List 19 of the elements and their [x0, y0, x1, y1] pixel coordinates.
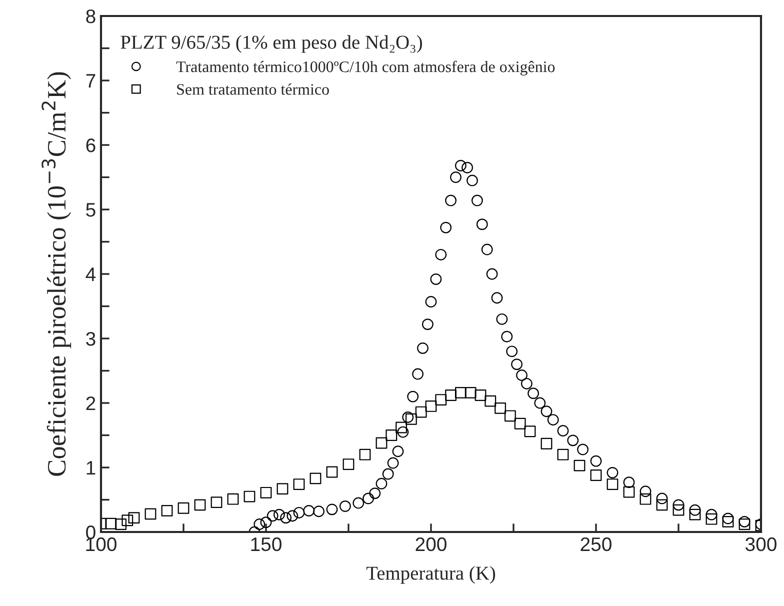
x-tick-label: 300	[746, 537, 776, 552]
y-tick-label: 2	[86, 396, 96, 410]
y-tick-label: 0	[86, 525, 96, 540]
y-tick-label: 8	[86, 9, 96, 24]
x-axis-title: Temperatura (K)	[366, 566, 496, 584]
y-tick-label: 5	[86, 203, 96, 217]
legend-title: PLZT 9/65/35 (1% em peso de Nd₂O₃)	[120, 35, 422, 53]
y-tick-label: 6	[86, 138, 96, 152]
y-tick-label: 1	[86, 461, 96, 475]
x-tick-label: 100	[86, 537, 116, 552]
y-tick-label: 3	[86, 332, 96, 346]
x-tick-label: 200	[416, 537, 446, 552]
y-tick-label: 7	[86, 74, 96, 88]
x-tick-label: 250	[580, 537, 612, 552]
x-tick-label: 150	[251, 537, 282, 552]
legend-label: Sem tratamento térmico	[177, 84, 329, 95]
y-tick-label: 4	[86, 268, 96, 282]
legend-label: Tratamento térmico1000ºC/10h com atmosfera de oxigênio	[176, 60, 555, 76]
y-axis-title: Coeficiente piroelétrico (10$^{−3}$C/m$^{2}$K)	[42, 72, 72, 476]
